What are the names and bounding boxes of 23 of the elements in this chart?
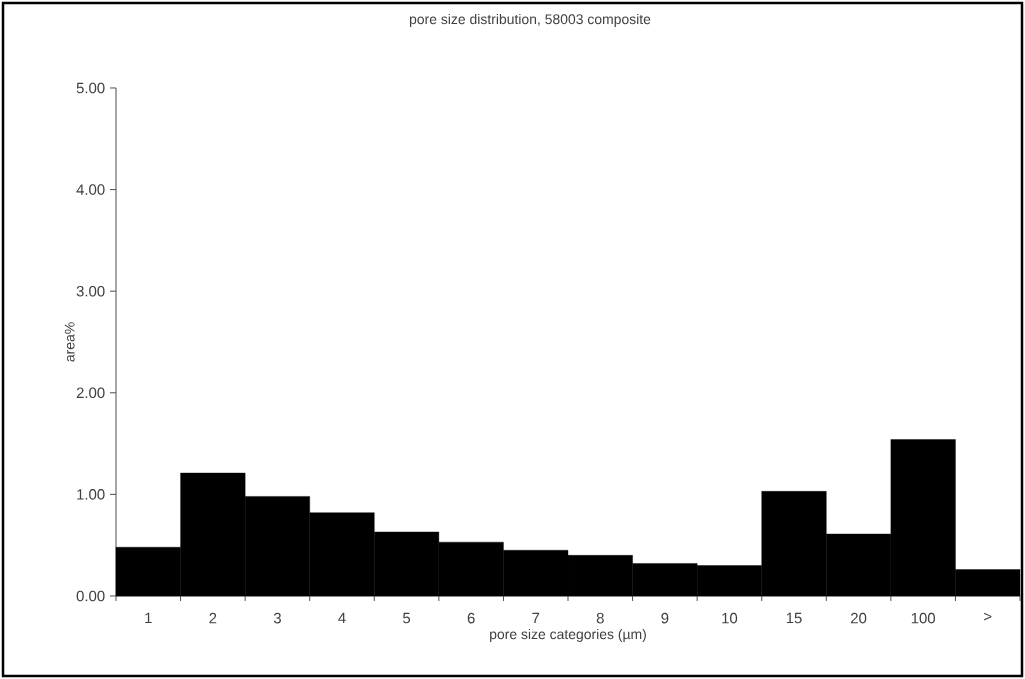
x-tick-label: 9 <box>661 612 669 624</box>
x-tick-label: 2 <box>209 612 217 624</box>
x-tick-label: 100 <box>911 612 936 624</box>
x-axis-title: pore size categories (µm) <box>490 628 646 642</box>
x-tick-label: 7 <box>532 612 540 624</box>
y-tick-label: 1.00 <box>77 489 105 500</box>
x-tick-label: 3 <box>273 612 281 624</box>
y-tick-label: 0.00 <box>76 590 105 602</box>
x-tick-label: 8 <box>596 612 604 624</box>
x-tick-label: 4 <box>338 612 346 624</box>
y-tick-label: 4.00 <box>76 184 105 195</box>
chart-title: pore size distribution, 58003 composite <box>409 13 651 27</box>
x-tick-label: > <box>984 612 992 621</box>
y-axis-title: area% <box>64 322 75 362</box>
x-tick-label: 15 <box>786 612 802 624</box>
y-tick-label: 5.00 <box>76 82 105 94</box>
x-tick-label: 10 <box>722 612 738 624</box>
x-tick-label: 5 <box>403 612 411 624</box>
x-tick-label: 20 <box>851 612 867 624</box>
x-tick-label: 1 <box>145 612 152 624</box>
y-tick-label: 2.00 <box>76 387 105 399</box>
x-tick-label: 6 <box>467 612 475 624</box>
y-tick-label: 3.00 <box>76 285 105 297</box>
